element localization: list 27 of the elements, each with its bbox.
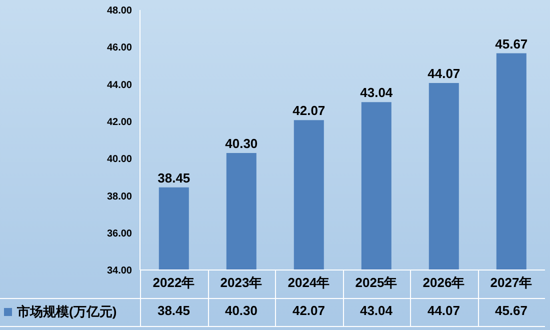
text: 45.67 <box>495 36 528 52</box>
text: 43.04 <box>360 85 393 100</box>
y-tick-label: 34.00 <box>106 266 132 277</box>
data-label: 44.07 <box>426 303 462 318</box>
data-label: 42.07 <box>291 303 326 318</box>
data-label: 38.45 <box>156 303 192 318</box>
y-tick-label: 38.00 <box>106 191 132 202</box>
y-tick-label: 44.00 <box>106 80 132 91</box>
data-label: 43.04 <box>358 303 394 318</box>
x-tick-label: 2025年 <box>355 275 398 290</box>
text: 44.07 <box>428 66 460 81</box>
legend-label: 市场规模(万亿元) <box>17 303 117 321</box>
y-tick-label: 46.00 <box>106 42 132 54</box>
y-tick-label: 42.00 <box>106 116 132 128</box>
y-tick-label: 48.00 <box>106 6 132 17</box>
x-tick-label: 2026年 <box>422 275 465 290</box>
y-tick-label: 36.00 <box>106 228 132 240</box>
data-label: 40.30 <box>224 303 259 318</box>
text: 38.45 <box>158 170 190 186</box>
x-tick-label: 2027年 <box>490 275 532 290</box>
data-label: 45.67 <box>494 303 529 318</box>
x-tick-label: 2022年 <box>152 275 195 290</box>
text: 40.30 <box>225 136 258 151</box>
x-tick-label: 2023年 <box>220 275 262 290</box>
y-tick-label: 40.00 <box>106 154 132 166</box>
text: 42.07 <box>292 103 326 118</box>
x-tick-label: 2024年 <box>288 275 330 290</box>
